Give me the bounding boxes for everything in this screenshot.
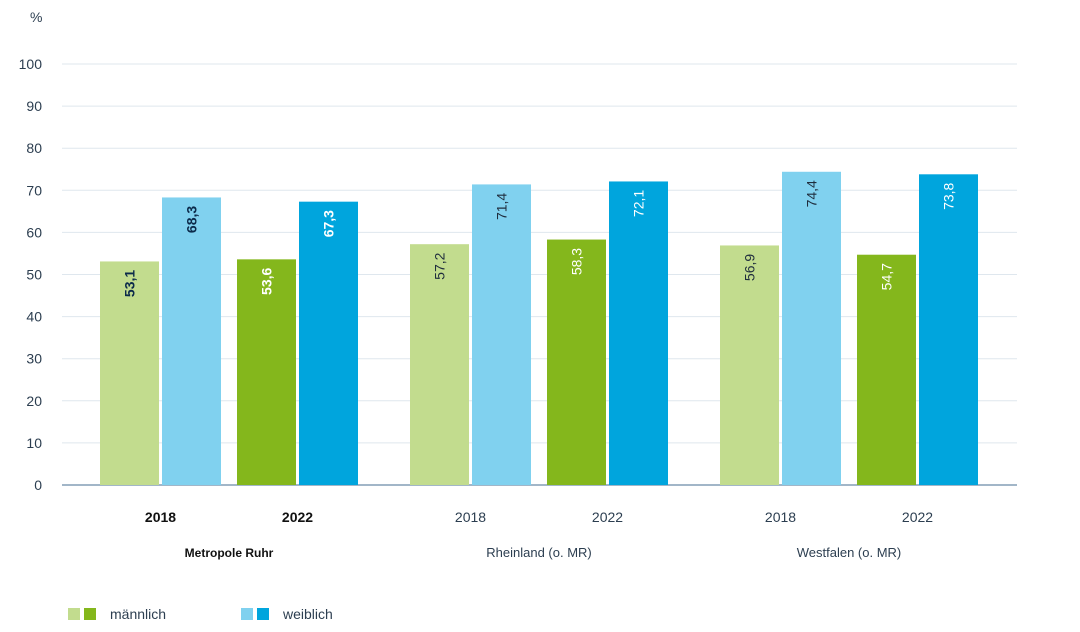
legend-swatch-maennlich-2018 <box>68 608 80 620</box>
x-group-label: Metropole Ruhr <box>185 546 274 560</box>
y-tick-label: 30 <box>26 351 42 367</box>
x-tick-label-year: 2022 <box>282 509 313 525</box>
x-group-label: Westfalen (o. MR) <box>797 545 902 560</box>
y-axis-ticks: 0 10 20 30 40 50 60 70 80 90 100 <box>19 56 43 493</box>
y-tick-label: 40 <box>26 309 42 325</box>
bar-weiblich-2022 <box>919 174 978 485</box>
bar-weiblich-2018 <box>162 197 221 485</box>
legend-swatch-weiblich-2018 <box>241 608 253 620</box>
y-tick-label: 50 <box>26 267 42 283</box>
bar-maennlich-2018 <box>100 261 159 485</box>
x-tick-label-year: 2018 <box>765 509 796 525</box>
bar-maennlich-2022 <box>237 259 296 485</box>
data-label: 73,8 <box>941 182 957 209</box>
y-tick-label: 80 <box>26 140 42 156</box>
legend-weiblich: weiblich <box>241 606 333 622</box>
data-label: 67,3 <box>321 210 337 237</box>
data-label: 54,7 <box>879 263 895 290</box>
bar-weiblich-2018 <box>782 171 841 485</box>
legend-label-maennlich: männlich <box>110 606 167 622</box>
bar-maennlich-2018 <box>410 244 469 485</box>
x-tick-label-year: 2022 <box>902 509 933 525</box>
bar-maennlich-2018 <box>720 245 779 485</box>
legend-maennlich: männlich <box>68 606 166 622</box>
data-label: 53,6 <box>259 268 275 295</box>
data-label: 72,1 <box>631 190 647 217</box>
y-tick-label: 70 <box>26 182 42 198</box>
x-tick-label-year: 2022 <box>592 509 623 525</box>
data-label: 56,9 <box>742 254 758 281</box>
y-tick-label: 20 <box>26 393 42 409</box>
bar-chart: % 0 10 20 30 40 50 60 70 80 90 100 53,1 68,3 53,6 67,… <box>19 9 1017 560</box>
x-tick-label-year: 2018 <box>145 509 176 525</box>
y-tick-label: 100 <box>19 56 43 72</box>
data-label: 53,1 <box>122 270 138 297</box>
y-axis-unit-label: % <box>30 9 42 25</box>
legend-label-weiblich: weiblich <box>283 606 333 622</box>
x-tick-label-year: 2018 <box>455 509 486 525</box>
data-labels: 53,1 68,3 53,6 67,3 57,2 71,4 58,3 72,1 56,9 74,4… <box>122 180 957 297</box>
data-label: 57,2 <box>432 252 448 279</box>
x-group-label: Rheinland (o. MR) <box>486 545 592 560</box>
y-tick-label: 10 <box>26 435 42 451</box>
y-tick-label: 0 <box>34 477 42 493</box>
bars <box>100 171 978 486</box>
data-label: 74,4 <box>804 180 820 207</box>
data-label: 71,4 <box>494 193 510 220</box>
bar-maennlich-2022 <box>857 254 916 485</box>
data-label: 68,3 <box>184 206 200 233</box>
legend-swatch-weiblich-2022 <box>257 608 269 620</box>
bar-weiblich-2018 <box>472 184 531 485</box>
bar-maennlich-2022 <box>547 239 606 485</box>
legend-swatch-maennlich-2022 <box>84 608 96 620</box>
y-tick-label: 90 <box>26 98 42 114</box>
y-tick-label: 60 <box>26 224 42 240</box>
x-axis-labels: 2018 2022 Metropole Ruhr 2018 2022 Rheinland … <box>145 509 933 560</box>
data-label: 58,3 <box>569 248 585 275</box>
grid-lines <box>62 63 1017 486</box>
bar-weiblich-2022 <box>609 181 668 486</box>
bar-weiblich-2022 <box>299 201 358 486</box>
